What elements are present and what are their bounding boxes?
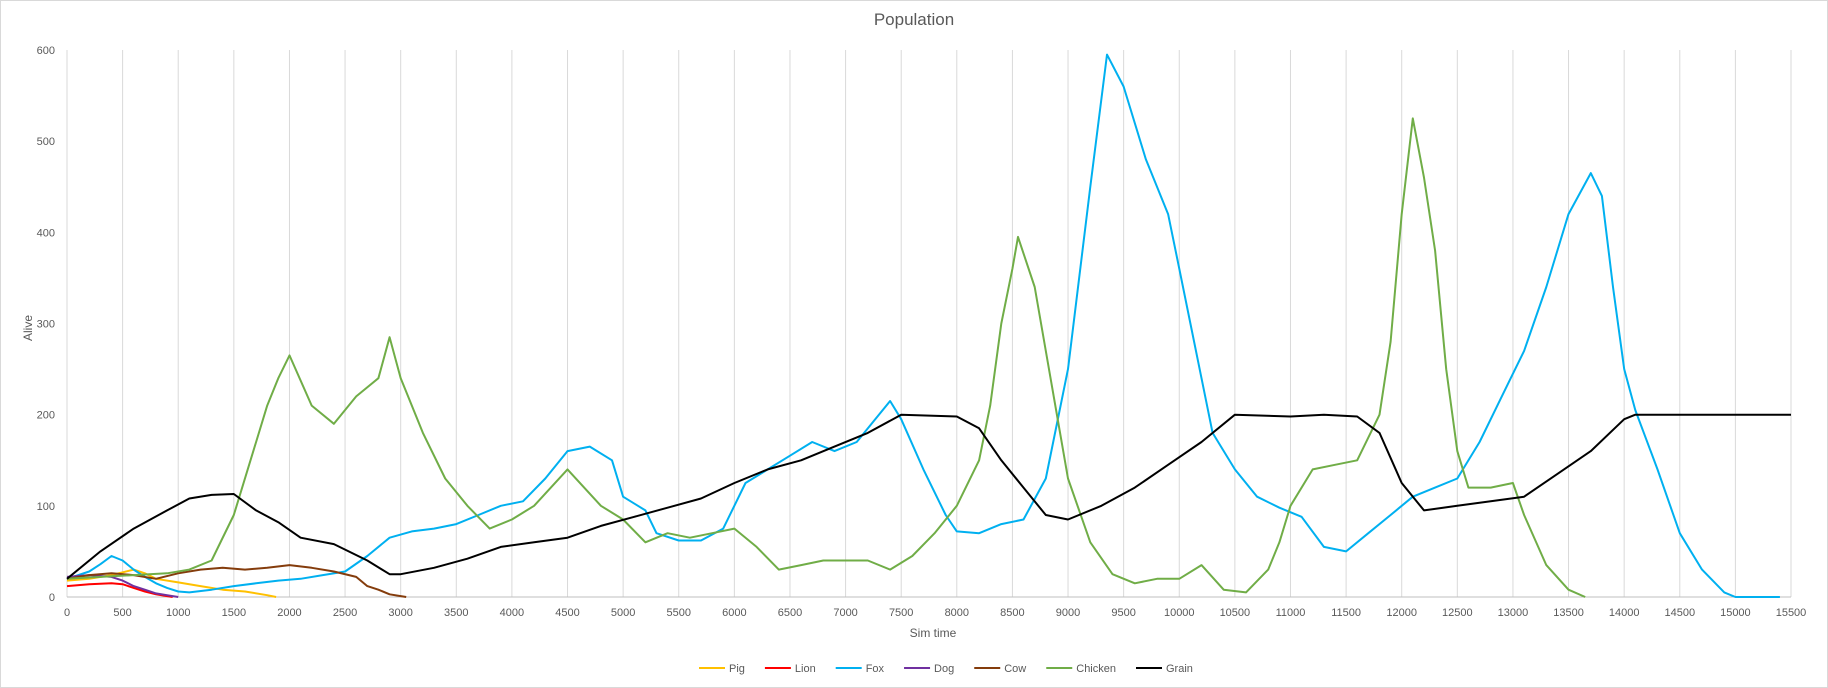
gridlines [66, 50, 1792, 598]
x-tick-label: 15000 [1720, 607, 1751, 619]
x-tick-label: 13500 [1553, 607, 1584, 619]
x-tick-label: 11500 [1331, 607, 1361, 619]
x-tick-label: 10000 [1164, 607, 1195, 619]
x-tick-label: 14000 [1609, 607, 1640, 619]
x-tick-label: 500 [113, 607, 131, 619]
x-tick-label: 15500 [1776, 607, 1807, 619]
legend-item-cow: Cow [974, 663, 1026, 675]
x-tick-label: 14500 [1664, 607, 1695, 619]
x-tick-label: 4500 [555, 607, 579, 619]
y-tick-label: 400 [37, 227, 55, 239]
x-tick-label: 3000 [388, 607, 412, 619]
series-line-dog [66, 574, 179, 598]
series-line-chicken [66, 117, 1586, 598]
x-tick-label: 7500 [889, 607, 913, 619]
y-tick-label: 100 [37, 501, 55, 513]
legend-label: Dog [934, 663, 954, 675]
x-tick-label: 1000 [166, 607, 190, 619]
legend-item-dog: Dog [904, 663, 954, 675]
x-tick-label: 9000 [1056, 607, 1080, 619]
legend-item-chicken: Chicken [1046, 663, 1116, 675]
legend-item-grain: Grain [1136, 663, 1193, 675]
series-line-cow [66, 564, 407, 598]
x-tick-label: 3500 [444, 607, 468, 619]
x-tick-label: 8500 [1000, 607, 1024, 619]
y-tick-label: 600 [37, 45, 55, 57]
x-tick-label: 11000 [1276, 607, 1306, 619]
x-tick-label: 9500 [1111, 607, 1135, 619]
legend-item-pig: Pig [699, 663, 745, 675]
x-tick-label: 0 [64, 607, 70, 619]
x-tick-label: 12000 [1386, 607, 1417, 619]
series-line-grain [66, 413, 1791, 580]
x-tick-label: 12500 [1442, 607, 1473, 619]
legend-label: Cow [1004, 663, 1026, 675]
x-tick-label: 4000 [500, 607, 524, 619]
y-tick-label: 0 [49, 592, 55, 604]
series-line-fox [66, 53, 1780, 598]
x-tick-label: 2500 [333, 607, 357, 619]
x-tick-label: 5000 [611, 607, 635, 619]
legend-label: Grain [1166, 663, 1193, 675]
series-lines [66, 53, 1791, 598]
legend: Pig Lion Fox Dog Cow Chicken Grain [699, 663, 1193, 675]
legend-label: Pig [729, 663, 745, 675]
y-tick-label: 500 [37, 136, 55, 148]
y-axis-title: Alive [21, 315, 35, 341]
x-tick-label: 7000 [833, 607, 857, 619]
y-tick-label: 200 [37, 410, 55, 422]
x-tick-label: 8000 [945, 607, 969, 619]
y-tick-labels: 0 100 200 300 400 500 600 [37, 45, 55, 604]
legend-item-lion: Lion [764, 663, 816, 675]
x-tick-label: 6500 [778, 607, 802, 619]
x-tick-label: 1500 [222, 607, 246, 619]
x-tick-label: 2000 [277, 607, 301, 619]
legend-label: Chicken [1076, 663, 1116, 675]
legend-label: Lion [795, 663, 816, 675]
x-tick-label: 6000 [722, 607, 746, 619]
legend-label: Fox [866, 663, 885, 675]
x-axis-title: Sim time [910, 626, 957, 640]
chart-title: Population [874, 10, 954, 29]
legend-item-fox: Fox [835, 663, 885, 675]
y-tick-label: 300 [37, 319, 55, 331]
x-tick-label: 10500 [1220, 607, 1251, 619]
x-tick-label: 5500 [666, 607, 690, 619]
x-tick-labels: 0 500 1000 1500 2000 2500 3000 3500 4000 4500 5000… [64, 607, 1806, 619]
series-line-lion [66, 582, 173, 598]
x-tick-label: 13000 [1498, 607, 1529, 619]
